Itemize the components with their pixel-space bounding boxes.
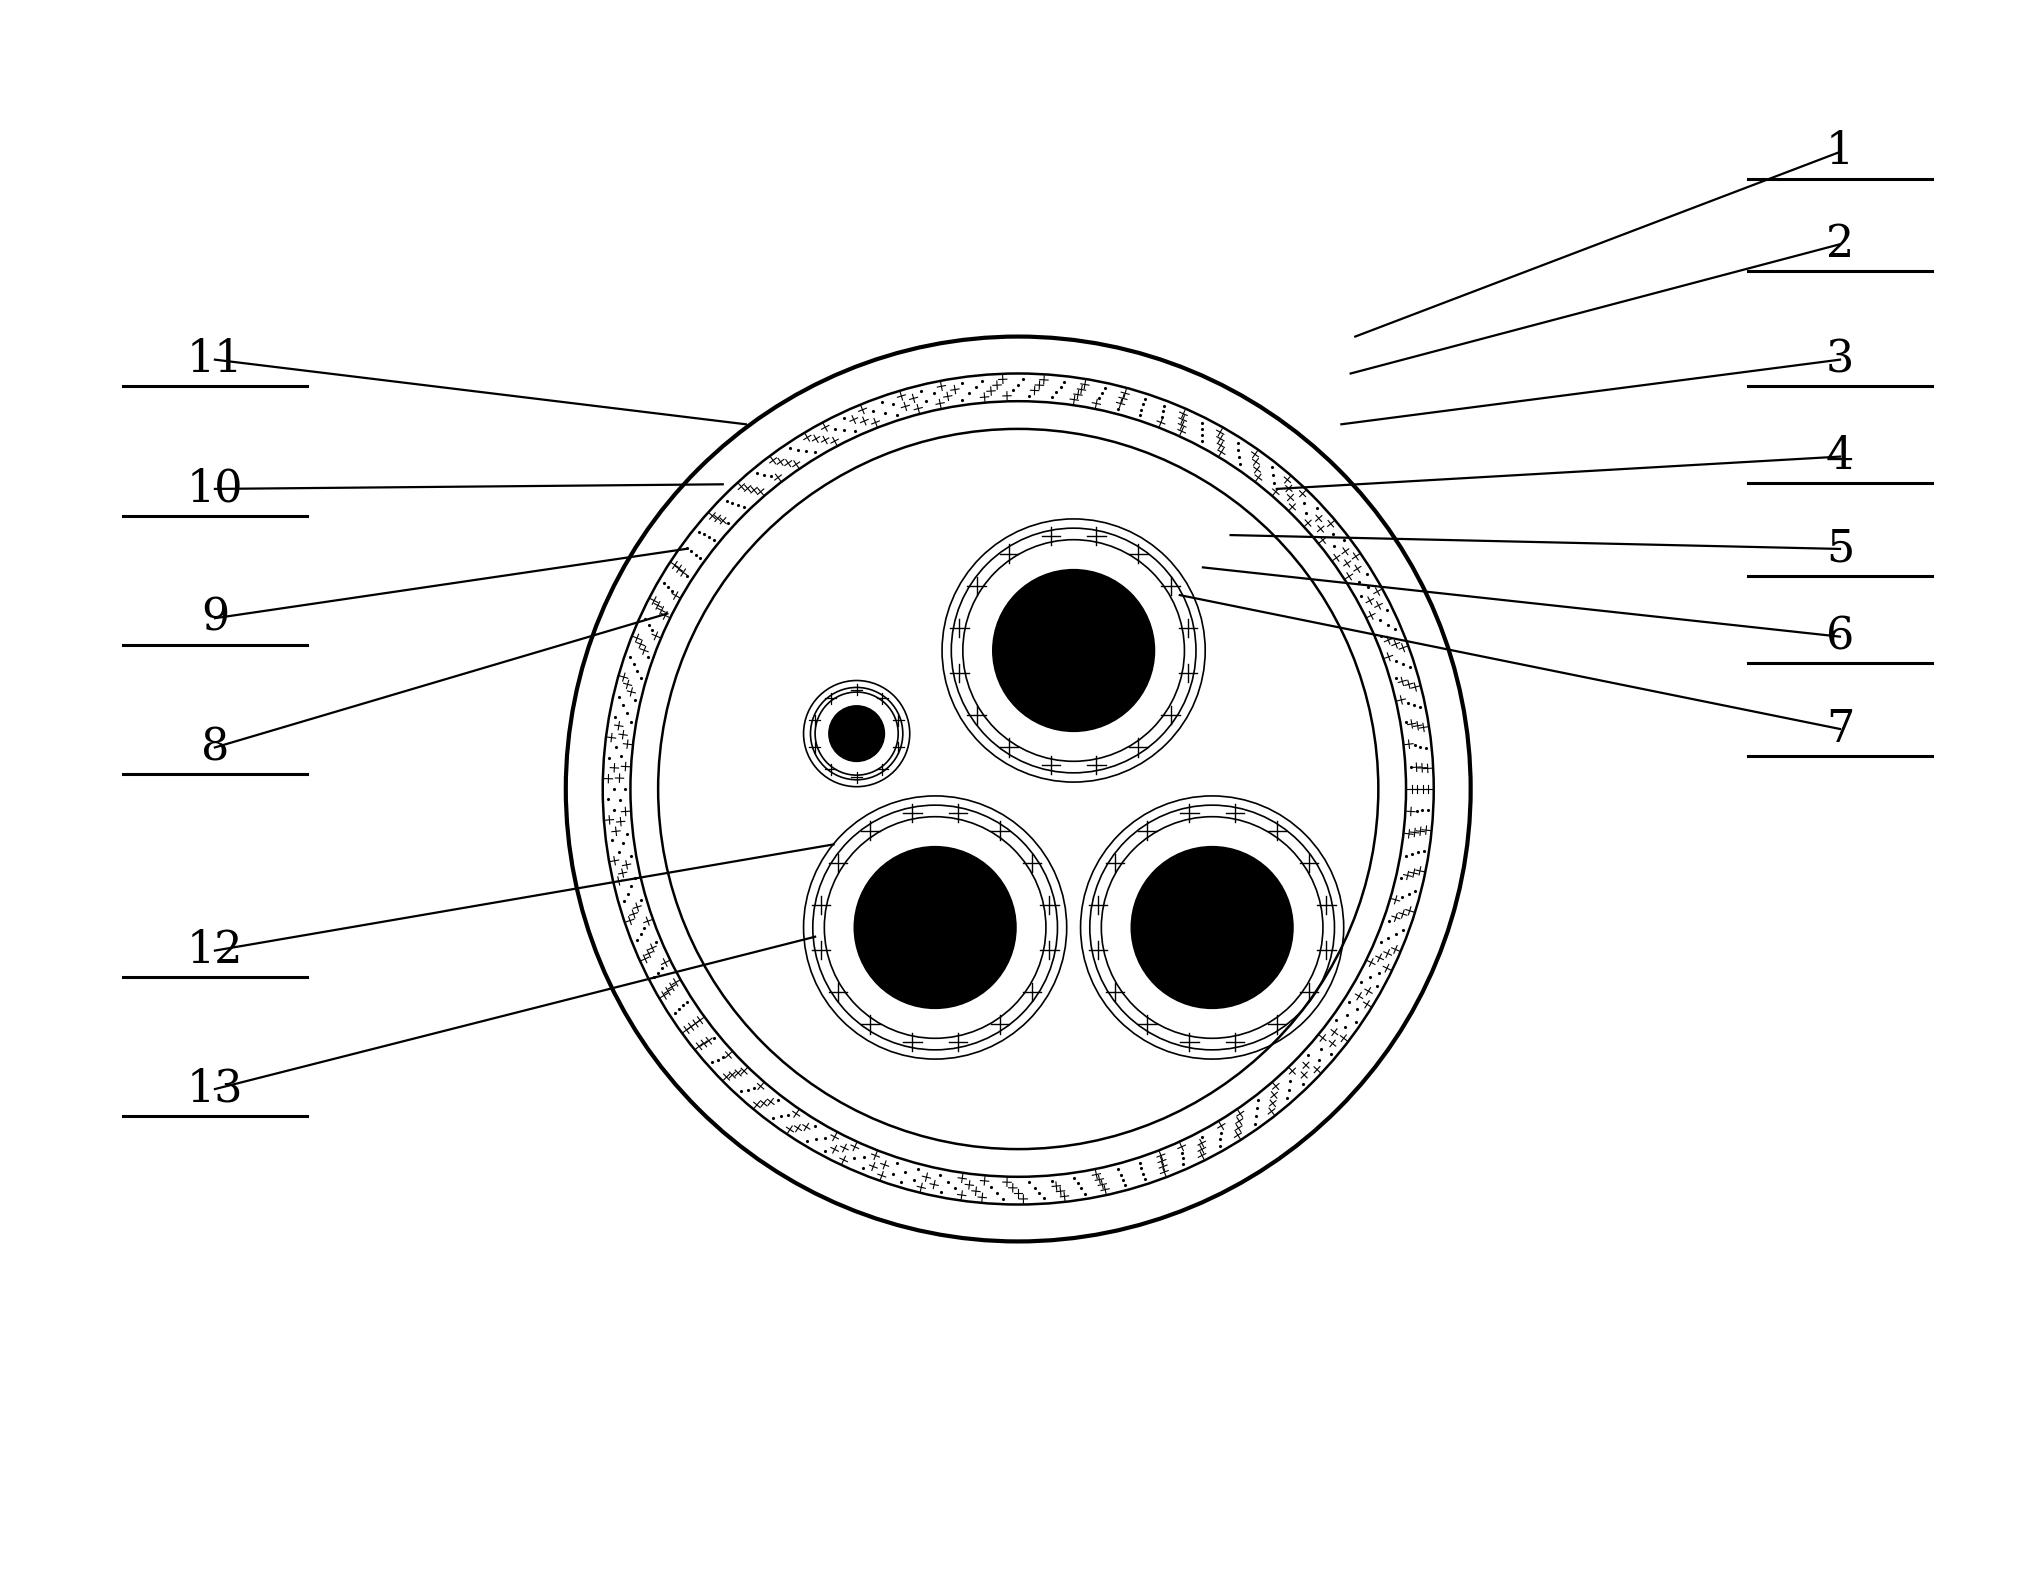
Circle shape [1132, 847, 1294, 1008]
Text: 7: 7 [1826, 707, 1855, 751]
Text: 8: 8 [200, 726, 230, 768]
Text: 2: 2 [1826, 222, 1855, 265]
Text: 13: 13 [188, 1067, 244, 1111]
Text: 4: 4 [1826, 436, 1855, 478]
Circle shape [854, 847, 1015, 1008]
Text: 3: 3 [1826, 338, 1855, 382]
Text: 5: 5 [1826, 527, 1855, 571]
Circle shape [993, 570, 1154, 731]
Text: 1: 1 [1826, 131, 1855, 174]
Text: 6: 6 [1826, 615, 1855, 658]
Text: 12: 12 [188, 929, 244, 972]
Text: 10: 10 [186, 467, 244, 511]
Circle shape [829, 705, 884, 761]
Text: 9: 9 [202, 596, 230, 639]
Text: 11: 11 [188, 338, 244, 382]
